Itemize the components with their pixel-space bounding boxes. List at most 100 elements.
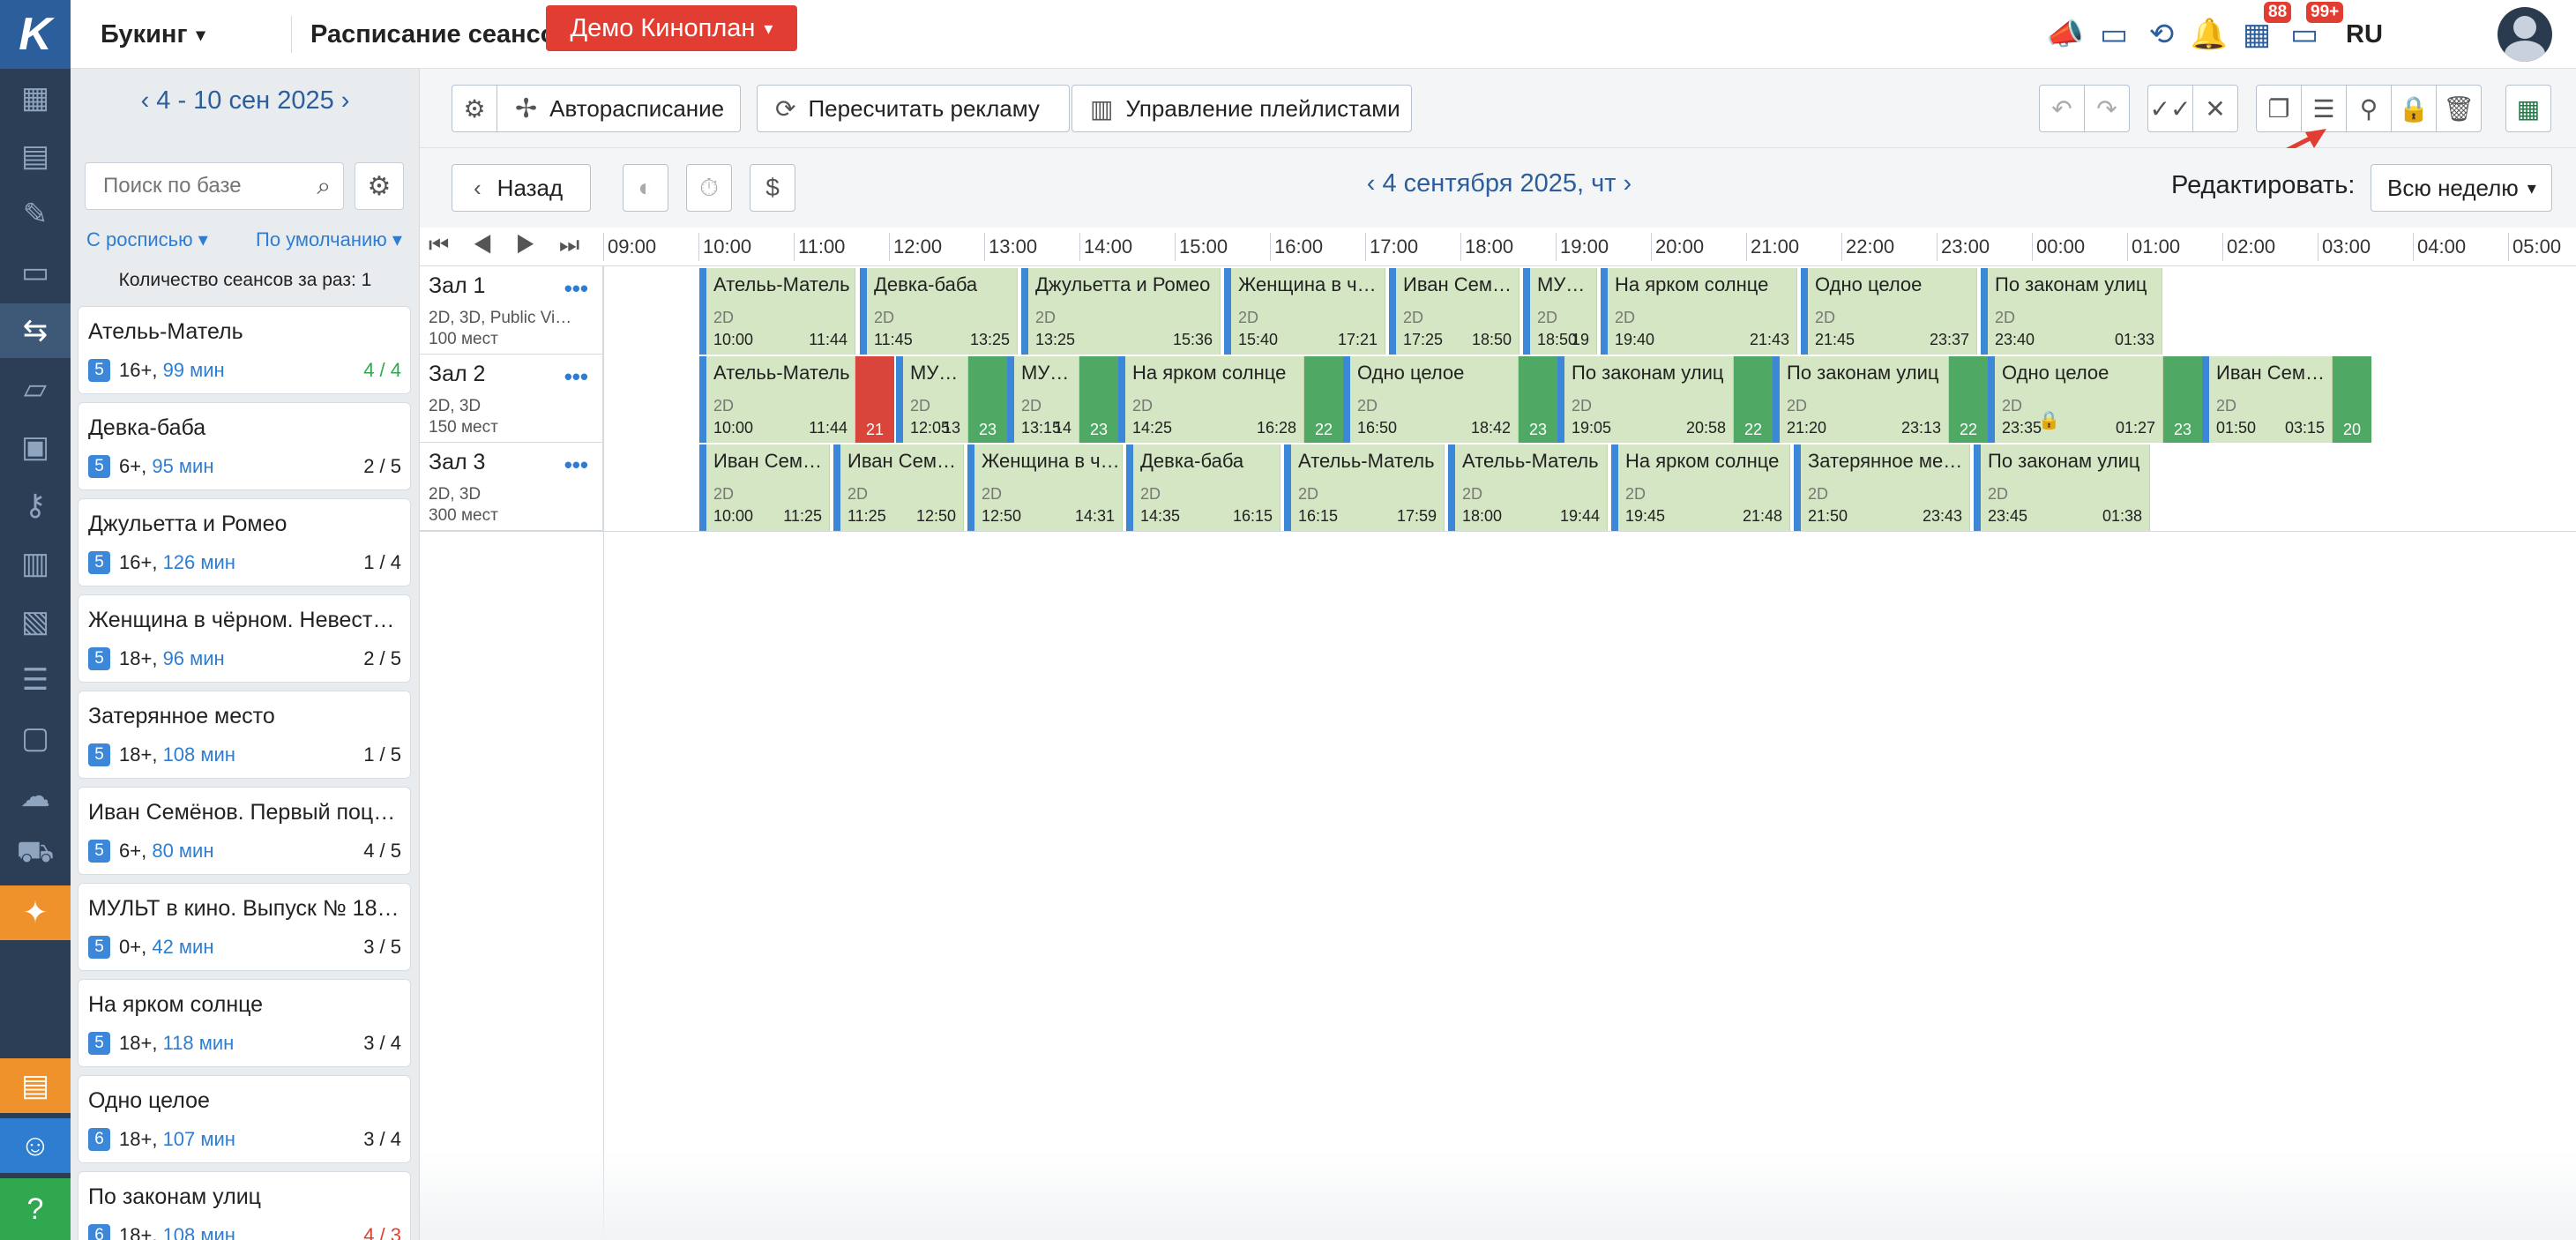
- movie-card[interactable]: Одно целое 6 18+, 107 мин 3 / 4: [78, 1075, 411, 1163]
- dashboard-icon[interactable]: ▦: [20, 81, 50, 115]
- movie-card[interactable]: МУЛЬТ в кино. Выпуск № 18… 5 0+, 42 мин …: [78, 883, 411, 971]
- guide-icon[interactable]: ▤: [0, 1058, 71, 1113]
- film-icon[interactable]: ✦: [0, 885, 71, 940]
- cloud-upload-icon[interactable]: ☁: [20, 780, 50, 813]
- session-block[interactable]: Ательь-Матель 2D 10:00 11:44: [699, 356, 855, 443]
- movie-card[interactable]: На ярком солнце 5 18+, 118 мин 3 / 4: [78, 979, 411, 1067]
- ad-block[interactable]: 23: [968, 356, 1007, 443]
- back-button[interactable]: ‹ Назад: [452, 164, 591, 212]
- session-block[interactable]: Ательь-Матель 2D 18:00 19:44: [1448, 444, 1608, 531]
- session-block[interactable]: МУ… 2D 12:05 13: [896, 356, 968, 443]
- megaphone-icon[interactable]: 📣: [2046, 18, 2085, 51]
- edit-scope-select[interactable]: Всю неделю ▾: [2371, 164, 2552, 212]
- settings-button[interactable]: ⚙: [452, 85, 497, 132]
- ad-block[interactable]: 23: [2163, 356, 2202, 443]
- chat-icon[interactable]: ☺: [0, 1118, 71, 1173]
- cart-icon[interactable]: ⛟: [16, 835, 55, 869]
- logo[interactable]: K: [0, 0, 71, 69]
- messages-icon[interactable]: ▭: [2289, 18, 2319, 51]
- cinema-selector[interactable]: Демо Киноплан ▾: [546, 5, 797, 51]
- movie-card[interactable]: Иван Семёнов. Первый поц… 5 6+, 80 мин 4…: [78, 787, 411, 875]
- next-icon[interactable]: ▶: [515, 231, 559, 258]
- price-toggle[interactable]: $: [750, 164, 795, 212]
- session-block[interactable]: МУ… 2D 18:50 19: [1523, 268, 1597, 355]
- language-switch[interactable]: RU: [2346, 19, 2383, 49]
- edit-icon[interactable]: ✎: [22, 198, 49, 231]
- map-icon[interactable]: ▱: [23, 372, 48, 406]
- session-block[interactable]: По законам улиц 2D 23:40 01:33: [1981, 268, 2162, 355]
- briefcase-icon[interactable]: ▣: [20, 430, 50, 464]
- help-icon[interactable]: ?: [0, 1178, 71, 1240]
- images-icon[interactable]: ▧: [20, 605, 50, 639]
- search-icon[interactable]: ⌕: [317, 172, 331, 199]
- ad-block[interactable]: 22: [1949, 356, 1988, 443]
- key-icon[interactable]: ⚷: [24, 489, 47, 522]
- lock-button[interactable]: 🔒: [2391, 85, 2437, 132]
- ad-block[interactable]: 20: [2333, 356, 2371, 443]
- tasks-icon[interactable]: ▦: [2242, 18, 2272, 51]
- prev-icon[interactable]: ◀: [472, 231, 516, 258]
- calendar-icon[interactable]: ▤: [20, 139, 50, 173]
- session-block[interactable]: МУ… 2D 13:15 14: [1007, 356, 1079, 443]
- booking-menu[interactable]: Букинг ▾: [101, 0, 205, 69]
- redo-button[interactable]: ↷: [2084, 85, 2130, 132]
- session-block[interactable]: Одно целое 2D 21:45 23:37: [1801, 268, 1977, 355]
- movie-card[interactable]: Девка-баба 5 6+, 95 мин 2 / 5: [78, 402, 411, 490]
- session-block[interactable]: На ярком солнце 2D 14:25 16:28: [1118, 356, 1304, 443]
- autoschedule-button[interactable]: ✢ Авторасписание: [497, 85, 741, 132]
- timer-toggle[interactable]: ⏱: [686, 164, 732, 212]
- session-block[interactable]: Иван Сем… 2D 01:50 03:15: [2202, 356, 2333, 443]
- date-navigator[interactable]: ‹ 4 сентября 2025, чт ›: [1366, 169, 1632, 198]
- undo-button[interactable]: ↶: [2039, 85, 2085, 132]
- chart-icon[interactable]: ▥: [20, 547, 50, 580]
- session-block[interactable]: Джульетта и Ромео 2D 13:25 15:36: [1021, 268, 1221, 355]
- approve-all-button[interactable]: ✓✓: [2147, 85, 2193, 132]
- session-block[interactable]: Иван Сем… 2D 10:00 11:25: [699, 444, 830, 531]
- hall-row-header[interactable]: Зал 3 ••• 2D, 3D 300 мест: [420, 443, 603, 531]
- ad-block[interactable]: 21: [855, 356, 894, 443]
- ad-block[interactable]: 22: [1734, 356, 1773, 443]
- session-block[interactable]: На ярком солнце 2D 19:45 21:48: [1611, 444, 1790, 531]
- ad-block[interactable]: 23: [1519, 356, 1557, 443]
- ad-block[interactable]: 23: [1079, 356, 1118, 443]
- playlists-button[interactable]: ▥ Управление плейлистами: [1071, 85, 1412, 132]
- more-icon[interactable]: •••: [564, 275, 588, 302]
- list-icon[interactable]: ☰: [21, 663, 49, 697]
- clear-button[interactable]: ✕: [2192, 85, 2238, 132]
- hall-row-header[interactable]: Зал 2 ••• 2D, 3D 150 мест: [420, 355, 603, 443]
- session-block[interactable]: На ярком солнце 2D 19:40 21:43: [1601, 268, 1797, 355]
- movie-card[interactable]: Женщина в чёрном. Невест… 5 18+, 96 мин …: [78, 594, 411, 683]
- recalc-ads-button[interactable]: ⟳ Пересчитать рекламу: [757, 85, 1070, 132]
- movie-card[interactable]: Затерянное место 5 18+, 108 мин 1 / 5: [78, 691, 411, 779]
- session-block[interactable]: Женщина в ч… 2D 12:50 14:31: [967, 444, 1123, 531]
- session-block[interactable]: Одно целое 2D 23:35 01:27: [1988, 356, 2163, 443]
- session-block[interactable]: Иван Сем… 2D 17:25 18:50: [1389, 268, 1519, 355]
- history-icon[interactable]: ⟲: [2148, 18, 2175, 51]
- week-navigator[interactable]: ‹ 4 - 10 сен 2025 ›: [140, 86, 350, 115]
- session-block[interactable]: По законам улиц 2D 19:05 20:58: [1557, 356, 1734, 443]
- book-icon[interactable]: ▭: [20, 256, 50, 289]
- location-button[interactable]: ⚲: [2346, 85, 2392, 132]
- contrast-toggle[interactable]: ◐: [623, 164, 668, 212]
- movie-card[interactable]: По законам улиц 6 18+, 108 мин 4 / 3: [78, 1171, 411, 1240]
- first-icon[interactable]: ⏮: [429, 231, 473, 258]
- settings-button[interactable]: ⚙: [355, 162, 404, 210]
- delete-button[interactable]: 🗑: [2436, 85, 2482, 132]
- more-icon[interactable]: •••: [564, 452, 588, 478]
- ad-block[interactable]: 22: [1304, 356, 1343, 443]
- bell-icon[interactable]: 🔔: [2190, 18, 2229, 51]
- more-icon[interactable]: •••: [564, 363, 588, 390]
- session-block[interactable]: Девка-баба 2D 11:45 13:25: [860, 268, 1018, 355]
- filter-painted[interactable]: С росписью ▾: [86, 228, 208, 250]
- session-block[interactable]: Иван Сем… 2D 11:25 12:50: [833, 444, 964, 531]
- session-block[interactable]: По законам улиц 2D 21:20 23:13: [1773, 356, 1949, 443]
- session-block[interactable]: Женщина в ч… 2D 15:40 17:21: [1224, 268, 1385, 355]
- filter-sort[interactable]: По умолчанию ▾: [256, 228, 402, 250]
- inbox-icon[interactable]: ▭: [2099, 18, 2129, 51]
- session-block[interactable]: Ательь-Матель 2D 10:00 11:44: [699, 268, 855, 355]
- movie-card[interactable]: Джульетта и Ромео 5 16+, 126 мин 1 / 4: [78, 498, 411, 586]
- avatar[interactable]: [2498, 7, 2552, 62]
- session-block[interactable]: По законам улиц 2D 23:45 01:38: [1974, 444, 2150, 531]
- last-icon[interactable]: ⏭: [558, 231, 603, 258]
- excel-export-button[interactable]: ▦: [2505, 85, 2551, 132]
